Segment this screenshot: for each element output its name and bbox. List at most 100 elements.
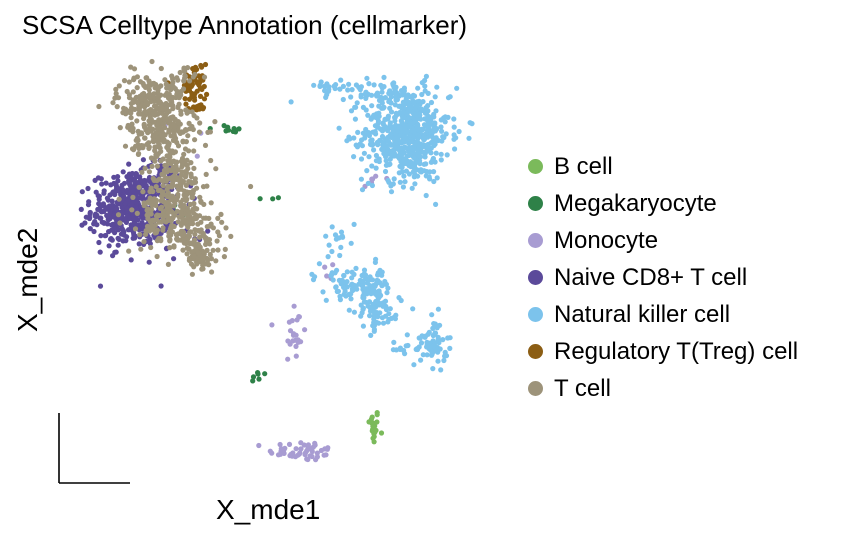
data-point: [199, 64, 205, 70]
data-point: [285, 338, 291, 344]
data-point: [291, 303, 297, 309]
data-point: [389, 134, 395, 140]
data-point: [136, 184, 142, 190]
data-point: [117, 125, 123, 131]
data-point: [186, 87, 193, 94]
data-point: [192, 97, 198, 103]
data-point: [171, 244, 177, 250]
data-point: [331, 83, 337, 89]
data-point: [141, 239, 147, 245]
data-point: [329, 224, 335, 230]
data-point: [201, 215, 207, 221]
data-point: [387, 306, 393, 312]
legend-item: Megakaryocyte: [528, 185, 798, 222]
data-point: [175, 219, 181, 225]
data-point: [374, 410, 380, 416]
data-point: [143, 99, 149, 105]
data-point: [96, 239, 102, 246]
data-point: [165, 144, 171, 151]
data-point: [185, 109, 191, 115]
data-point: [83, 214, 89, 220]
data-point: [207, 251, 213, 258]
data-point: [341, 291, 347, 297]
data-point: [360, 323, 366, 329]
data-point: [430, 158, 436, 164]
data-point: [160, 178, 166, 184]
data-point: [391, 339, 397, 345]
data-point: [203, 235, 209, 241]
data-point: [174, 208, 180, 214]
data-point: [360, 130, 366, 136]
data-point: [269, 322, 275, 328]
data-point: [407, 138, 413, 144]
data-point: [184, 191, 190, 197]
data-point: [187, 201, 193, 207]
data-point: [146, 82, 152, 88]
data-point: [374, 124, 380, 130]
data-point: [156, 117, 162, 123]
data-point: [186, 233, 192, 239]
data-point: [147, 195, 153, 201]
data-point: [288, 99, 294, 105]
data-point: [430, 325, 436, 331]
data-point: [136, 241, 142, 247]
data-point: [387, 120, 393, 126]
data-point: [454, 85, 460, 91]
data-point: [183, 169, 189, 175]
data-point: [440, 337, 446, 343]
data-point: [401, 157, 407, 163]
data-point: [370, 423, 376, 429]
data-point: [121, 194, 127, 200]
data-point: [154, 227, 160, 233]
data-point: [181, 232, 187, 238]
data-point: [394, 127, 400, 133]
data-point: [191, 253, 197, 259]
data-point: [139, 169, 145, 175]
data-point: [424, 142, 430, 148]
data-point: [197, 120, 203, 126]
data-point: [401, 173, 407, 179]
data-point: [141, 115, 147, 122]
data-point: [191, 165, 197, 171]
legend-item: T cell: [528, 370, 798, 407]
data-point: [138, 246, 144, 252]
data-point: [432, 141, 438, 147]
data-point: [128, 257, 134, 263]
data-point: [164, 176, 171, 182]
data-point: [115, 212, 122, 218]
data-point: [411, 111, 418, 117]
data-point: [165, 261, 171, 267]
data-point: [133, 204, 139, 210]
data-point: [199, 266, 205, 272]
data-point: [365, 180, 371, 186]
data-point: [353, 104, 359, 110]
data-point: [151, 111, 158, 117]
data-point: [434, 84, 440, 90]
data-point: [364, 168, 370, 174]
series-t-cell: [96, 58, 254, 277]
data-point: [197, 194, 203, 200]
data-point: [387, 156, 393, 162]
data-point: [418, 340, 425, 346]
legend-marker: [528, 196, 543, 211]
data-point: [209, 269, 215, 275]
data-point: [154, 126, 160, 132]
data-point: [351, 135, 357, 141]
data-point: [147, 241, 153, 247]
data-point: [148, 155, 154, 161]
data-point: [406, 163, 412, 169]
data-point: [329, 248, 335, 255]
data-point: [128, 64, 134, 70]
data-point: [390, 347, 396, 353]
data-point: [159, 212, 165, 218]
data-point: [391, 176, 397, 182]
data-point: [429, 352, 435, 358]
data-point: [338, 229, 345, 235]
data-point: [213, 166, 219, 172]
data-point: [382, 278, 388, 285]
data-point: [311, 82, 317, 88]
data-point: [411, 174, 417, 180]
data-point: [381, 74, 387, 80]
data-point: [344, 269, 350, 275]
data-point: [411, 155, 417, 161]
